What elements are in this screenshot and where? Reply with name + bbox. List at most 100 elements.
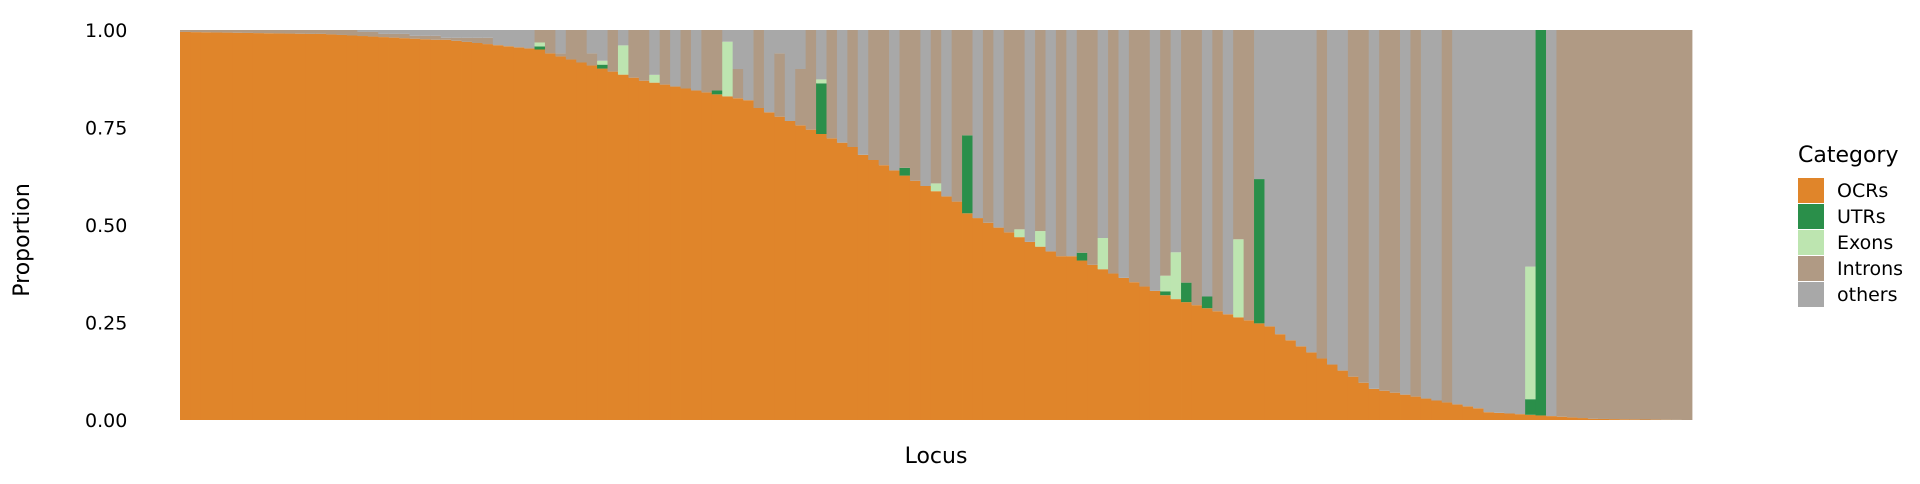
bar-segment-introns (357, 32, 368, 36)
bar-segment-others (733, 30, 744, 69)
bar-segment-others (941, 30, 952, 196)
bar-segment-ocrs (399, 38, 410, 420)
bar-segment-ocrs (1181, 302, 1192, 420)
bar-segment-ocrs (1567, 417, 1578, 420)
bar-segment-utrs (597, 65, 608, 69)
bar-segment-ocrs (1150, 291, 1161, 420)
bar-segment-ocrs (1191, 305, 1202, 420)
bar-segment-ocrs (587, 66, 598, 420)
bar-segment-introns (1598, 30, 1609, 419)
bar-segment-utrs (1160, 291, 1171, 295)
bar-segment-introns (451, 38, 462, 41)
bar-segment-others (1171, 30, 1182, 252)
bar-segment-introns (827, 30, 838, 138)
bar-segment-ocrs (1369, 389, 1380, 420)
bar-segment-introns (545, 30, 556, 53)
bar-segment-exons (649, 75, 660, 83)
bar-segment-others (1463, 30, 1474, 406)
bar-segment-ocrs (931, 191, 942, 420)
bar-segment-ocrs (1244, 320, 1255, 420)
bar-segment-ocrs (1264, 326, 1275, 420)
bar-segment-introns (1181, 30, 1192, 283)
bar-segment-ocrs (1348, 377, 1359, 420)
legend-label-introns: Introns (1837, 258, 1903, 280)
bar-segment-introns (847, 30, 858, 147)
bar-segment-introns (1108, 30, 1119, 274)
bar-segment-others (764, 30, 775, 112)
bar-segment-exons (535, 42, 546, 46)
bar-segment-others (1400, 30, 1411, 395)
bar-segment-introns (1640, 30, 1651, 419)
bar-segment-ocrs (368, 37, 379, 420)
bar-segment-others (430, 30, 441, 36)
bar-segment-others (1223, 30, 1234, 314)
bar-segment-others (1264, 30, 1275, 326)
bar-segment-introns (1077, 30, 1088, 253)
bar-segment-ocrs (858, 155, 869, 420)
bar-segment-others (420, 30, 431, 36)
bar-segment-introns (587, 53, 598, 65)
bar-segment-others (1421, 30, 1432, 399)
bar-segment-ocrs (430, 40, 441, 420)
bar-segment-ocrs (847, 147, 858, 420)
bar-segment-ocrs (493, 45, 504, 420)
bar-segment-introns (868, 30, 879, 160)
bar-segment-introns (1004, 30, 1015, 232)
bar-segment-others (1098, 30, 1109, 238)
bar-segment-ocrs (774, 117, 785, 420)
bar-segment-ocrs (733, 98, 744, 420)
bar-segment-exons (1171, 252, 1182, 299)
bar-segment-introns (1379, 30, 1390, 391)
bar-segment-others (378, 30, 389, 34)
bar-segment-introns (1244, 30, 1255, 320)
bar-segment-introns (555, 53, 566, 56)
bar-segment-others (389, 30, 400, 34)
bar-segment-introns (1629, 30, 1640, 419)
bar-segment-ocrs (1483, 412, 1494, 420)
bar-segment-ocrs (1285, 340, 1296, 420)
bar-segment-ocrs (1108, 274, 1119, 420)
bar-segment-ocrs (222, 33, 233, 420)
bar-segment-ocrs (639, 81, 650, 420)
bar-segment-ocrs (420, 39, 431, 420)
bar-segment-ocrs (316, 34, 327, 420)
bar-segment-ocrs (1066, 256, 1077, 420)
bar-segment-ocrs (1400, 395, 1411, 420)
bar-segment-introns (1056, 30, 1067, 256)
bar-segment-others (472, 30, 483, 38)
bar-segment-ocrs (1515, 414, 1526, 420)
bar-segment-ocrs (1254, 323, 1265, 420)
bar-segment-exons (1035, 231, 1046, 247)
bar-segment-others (1494, 30, 1505, 413)
bar-segment-ocrs (1546, 416, 1557, 420)
bar-segment-introns (409, 36, 420, 39)
bar-segment-others (514, 30, 525, 47)
bar-segment-ocrs (1056, 256, 1067, 420)
bar-segment-ocrs (1098, 269, 1109, 420)
bar-segment-introns (795, 69, 806, 125)
bar-segment-introns (608, 30, 619, 72)
bar-segment-ocrs (1275, 334, 1286, 420)
bar-segment-others (1504, 30, 1515, 414)
bar-segment-ocrs (274, 33, 285, 420)
bar-segment-others (1275, 30, 1286, 334)
bar-segment-introns (576, 30, 587, 63)
bars-group (180, 30, 1692, 420)
bar-segment-others (972, 30, 983, 218)
bar-segment-introns (535, 30, 546, 42)
bar-segment-others (816, 30, 827, 79)
bar-segment-others (649, 30, 660, 75)
bar-segment-ocrs (1588, 419, 1599, 420)
bar-segment-ocrs (441, 40, 452, 420)
bar-segment-others (774, 30, 785, 53)
bar-segment-ocrs (305, 34, 316, 420)
bar-segment-others (482, 30, 493, 38)
bar-segment-introns (347, 30, 358, 35)
bar-segment-ocrs (1327, 365, 1338, 420)
bar-segment-others (1025, 30, 1036, 242)
bar-segment-ocrs (681, 89, 692, 421)
bar-segment-ocrs (462, 42, 473, 420)
